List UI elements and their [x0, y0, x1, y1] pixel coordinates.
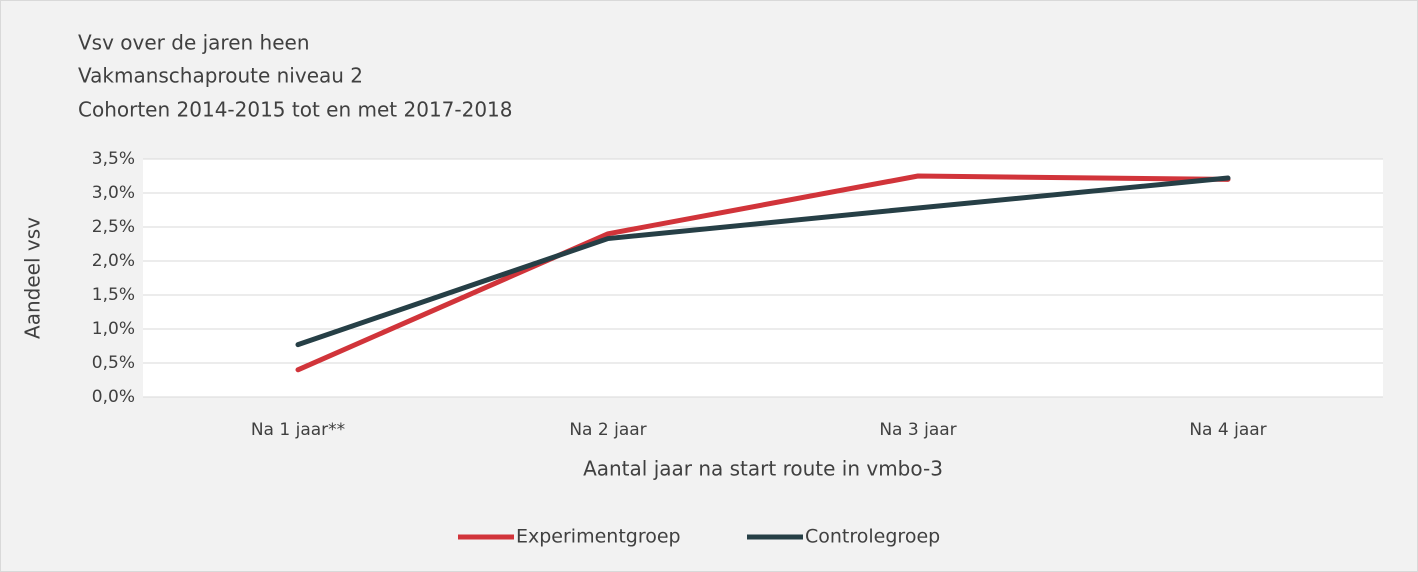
plot-area	[143, 159, 1383, 397]
y-tick-label: 2,0%	[92, 251, 135, 271]
x-tick-label: Na 4 jaar	[1189, 420, 1266, 440]
y-tick-label: 0,5%	[92, 353, 135, 373]
line-series	[295, 173, 1231, 373]
y-tick-label: 3,0%	[92, 183, 135, 203]
chart-title: Vsv over de jaren heen	[78, 31, 310, 55]
x-tick-label: Na 1 jaar**	[251, 420, 345, 440]
y-tick-label: 2,5%	[92, 217, 135, 237]
y-tick-label: 0,0%	[92, 387, 135, 407]
x-tick-label: Na 3 jaar	[879, 420, 956, 440]
legend-label: Experimentgroep	[516, 526, 681, 548]
x-axis-label: Aantal jaar na start route in vmbo-3	[583, 457, 943, 481]
y-tick-label: 3,5%	[92, 149, 135, 169]
legend-label: Controlegroep	[805, 526, 940, 548]
chart-title: Cohorten 2014-2015 tot en met 2017-2018	[78, 98, 513, 122]
line-series	[295, 175, 1231, 348]
chart-title: Vakmanschaproute niveau 2	[78, 64, 363, 88]
y-tick-label: 1,0%	[92, 319, 135, 339]
y-axis-label: Aandeel vsv	[21, 217, 45, 339]
y-tick-label: 1,5%	[92, 285, 135, 305]
x-tick-label: Na 2 jaar	[569, 420, 646, 440]
